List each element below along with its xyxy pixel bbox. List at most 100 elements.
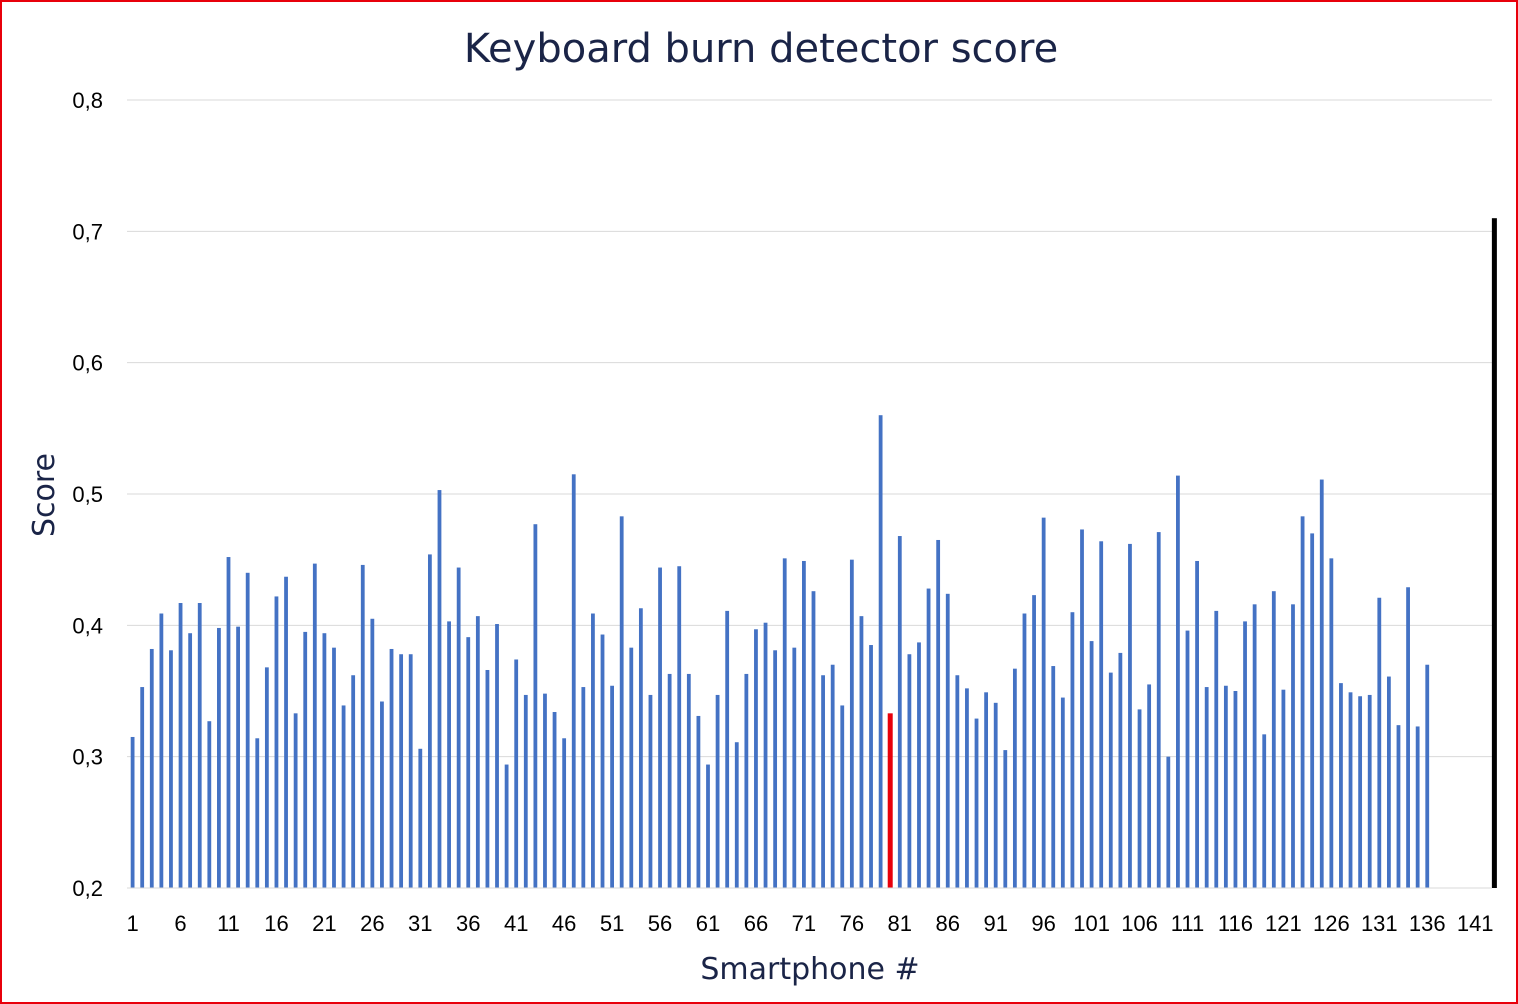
bar: [149, 648, 154, 888]
bar: [274, 596, 279, 888]
bar: [782, 558, 787, 888]
bar: [1060, 697, 1065, 888]
x-tick-label: 86: [936, 911, 960, 936]
bar: [1339, 683, 1343, 888]
bar: [332, 647, 336, 888]
bar: [706, 764, 710, 888]
x-tick-label: 61: [696, 911, 720, 936]
bar: [1329, 558, 1334, 888]
bar: [322, 633, 327, 888]
bar: [1195, 560, 1199, 888]
y-tick-label: 0,6: [72, 351, 103, 376]
x-tick-label: 1: [126, 911, 138, 936]
bar: [802, 560, 806, 888]
bar: [427, 554, 432, 888]
bar: [600, 634, 605, 888]
bar: [1310, 533, 1315, 888]
x-tick-label: 31: [408, 911, 432, 936]
bar: [1281, 689, 1286, 888]
bar: [1252, 604, 1257, 888]
bar: [380, 701, 384, 888]
bar: [763, 622, 768, 888]
bar: [887, 713, 893, 888]
bar: [1099, 541, 1104, 888]
bar: [945, 593, 950, 888]
bar: [658, 567, 662, 888]
bar: [974, 718, 979, 888]
bar: [1128, 543, 1132, 888]
bar: [351, 675, 356, 888]
bar: [1291, 604, 1295, 888]
y-tick-label: 0,3: [72, 745, 103, 770]
bar: [591, 613, 595, 888]
bar: [293, 713, 298, 888]
bar: [1108, 672, 1113, 888]
bar: [245, 572, 250, 888]
bar: [504, 764, 509, 888]
x-tick-label: 36: [456, 911, 480, 936]
bar: [1166, 756, 1171, 888]
bar: [878, 415, 883, 888]
bar: [495, 624, 499, 888]
x-tick-label: 91: [983, 911, 1007, 936]
bars: [130, 218, 1497, 888]
bar: [418, 748, 423, 888]
bar: [1223, 685, 1228, 888]
bar: [1214, 610, 1219, 888]
bar: [926, 588, 931, 888]
bar: [859, 616, 864, 888]
bar: [849, 559, 854, 888]
bar: [284, 576, 288, 888]
x-tick-label: 116: [1218, 911, 1253, 936]
bar: [1080, 529, 1084, 888]
bar: [1051, 666, 1056, 888]
bar: [552, 712, 557, 888]
bar: [744, 673, 749, 888]
bar: [610, 685, 614, 888]
bar: [169, 650, 173, 888]
bar: [1156, 532, 1161, 888]
x-tick-label: 21: [312, 911, 336, 936]
bar: [562, 738, 567, 888]
bar: [1271, 591, 1276, 888]
bar: [1118, 652, 1123, 888]
bar: [1089, 641, 1094, 888]
bar: [197, 603, 202, 888]
y-tick-label: 0,2: [72, 876, 103, 901]
bar: [754, 629, 758, 888]
y-tick-label: 0,8: [72, 88, 103, 113]
bar: [1406, 587, 1410, 888]
x-tick-label: 11: [217, 911, 240, 936]
x-tick-label: 101: [1073, 911, 1110, 936]
bar: [523, 694, 528, 888]
bar: [207, 721, 212, 888]
x-tick-label: 131: [1361, 911, 1398, 936]
bar: [1348, 692, 1353, 888]
bar: [140, 687, 145, 888]
bar: [1041, 517, 1046, 888]
bar: [1185, 630, 1190, 888]
bar: [466, 637, 471, 888]
bar: [437, 490, 442, 888]
bar: [312, 563, 317, 888]
bar: [667, 673, 672, 888]
y-tick-label: 0,7: [72, 219, 103, 244]
bar: [447, 621, 451, 888]
x-tick-label: 76: [840, 911, 864, 936]
bar: [955, 675, 960, 888]
bar: [840, 705, 845, 888]
bar: [485, 669, 490, 888]
bar: [1415, 726, 1420, 888]
bar: [830, 664, 835, 888]
bar: [965, 688, 969, 888]
bar: [1032, 595, 1036, 888]
x-axis-ticks: 1 6 11 16 21 26 31 36 41 46 51 56 61 66 71 76 81 86 91 96 10…: [126, 911, 1493, 936]
bar: [1262, 734, 1267, 888]
chart-title: Keyboard burn detector score: [464, 26, 1058, 72]
bar: [217, 627, 221, 888]
bar: [1233, 691, 1238, 888]
bar: [677, 566, 682, 888]
bar: [389, 648, 394, 888]
x-tick-label: 136: [1409, 911, 1446, 936]
bar: [907, 654, 912, 888]
